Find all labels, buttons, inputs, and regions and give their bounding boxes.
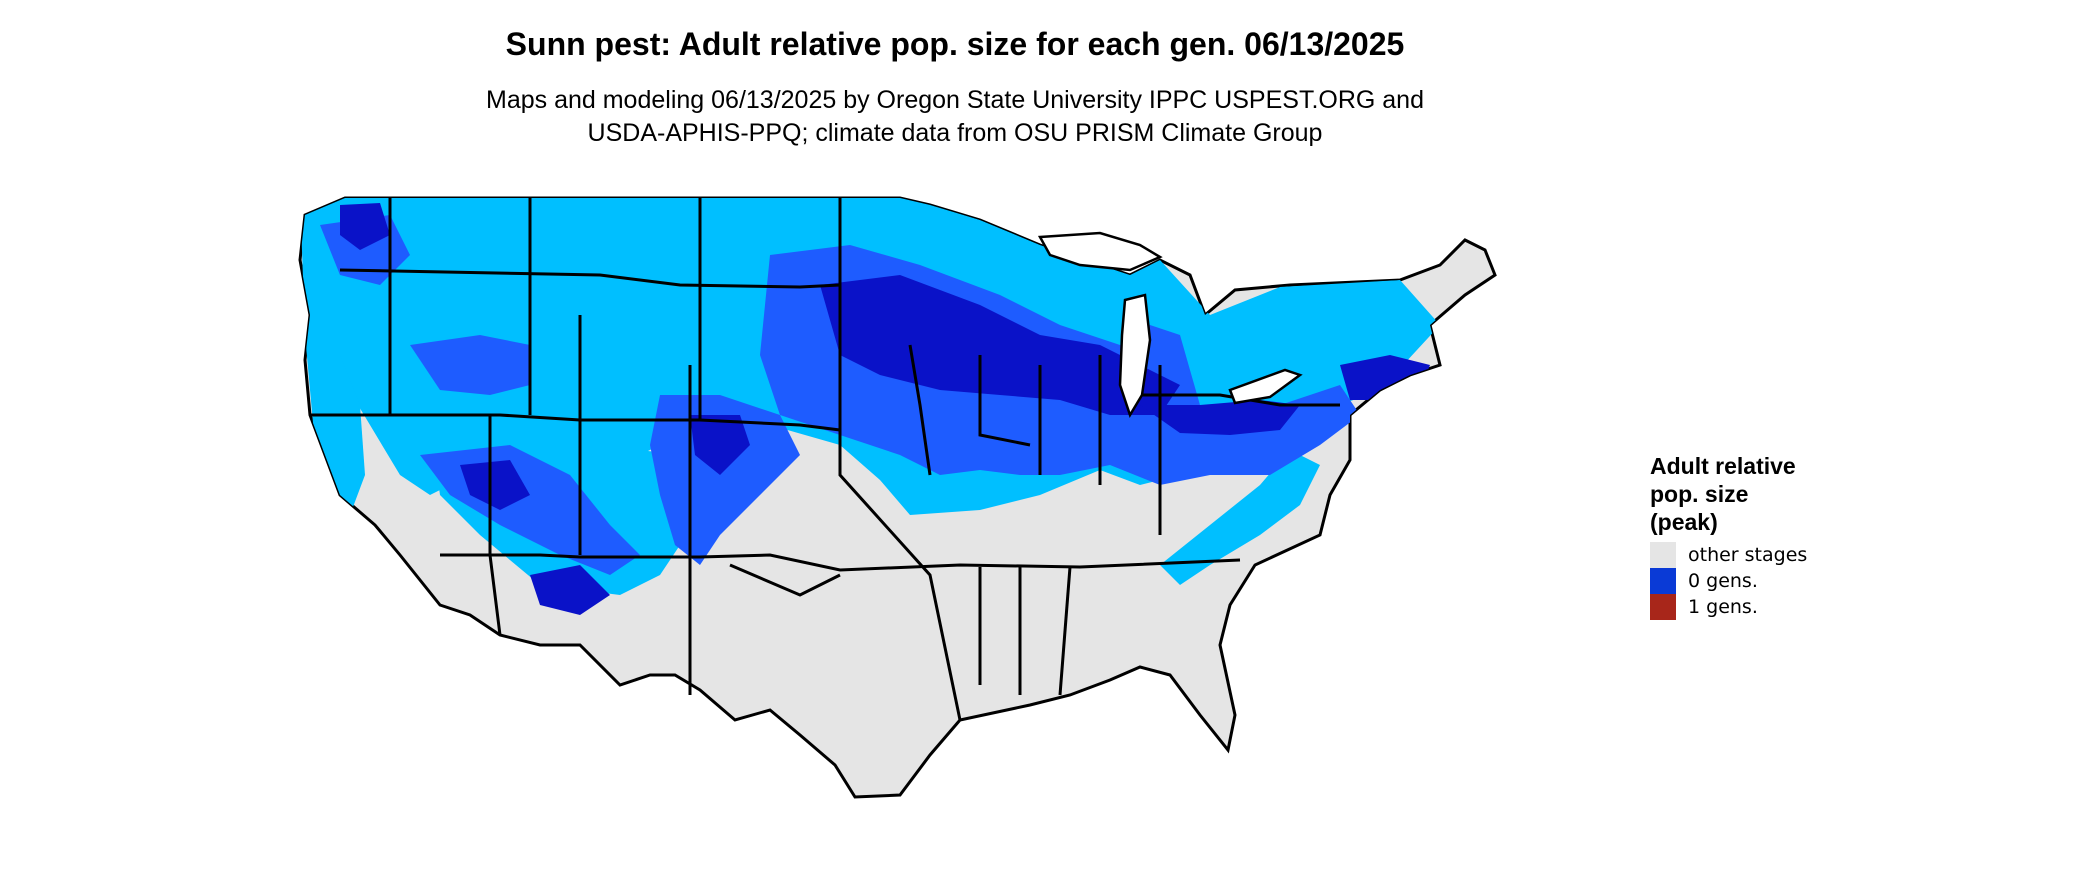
great-lakes [1037, 231, 1303, 418]
boundary-ut-co [488, 415, 502, 636]
lake-michigan [1118, 293, 1152, 418]
legend-item-0-gens: 0 gens. [1650, 568, 1807, 594]
state-boundaries [310, 198, 1340, 721]
zone-dark-blue-plains [820, 275, 1180, 415]
zone-light-blue-appalachia [1160, 450, 1320, 585]
legend-title: Adult relative pop. size (peak) [1650, 452, 1807, 536]
legend-label-0-gens: 0 gens. [1688, 570, 1758, 592]
legend-item-1-gens: 1 gens. [1650, 594, 1807, 620]
lake-erie [1228, 368, 1303, 405]
legend-title-line-3: (peak) [1650, 509, 1718, 535]
zone-dark-blue-nevada [460, 460, 530, 510]
legend-label-1-gens: 1 gens. [1688, 596, 1758, 618]
zone-dark-blue-midwest [1140, 400, 1300, 435]
boundary-central-tier [310, 413, 841, 432]
map-title: Sunn pest: Adult relative pop. size for … [505, 26, 1405, 62]
zone-dark-blue-colorado [690, 415, 750, 475]
boundary-mo-il [908, 344, 932, 476]
legend-swatch-other-stages [1650, 542, 1676, 568]
legend-swatch-0-gens [1650, 568, 1676, 594]
us-map [298, 196, 1497, 799]
lake-superior [1037, 231, 1163, 272]
legend-swatch-1-gens [1650, 594, 1676, 620]
boundary-southern-tier [440, 553, 1241, 572]
legend-title-line-2: pop. size [1650, 481, 1749, 507]
legend-label-other-stages: other stages [1688, 544, 1808, 566]
boundary-southeast-east [1058, 566, 1072, 696]
zone-light-blue-west-coast [305, 335, 365, 515]
subtitle-line-2: USDA-APHIS-PPQ; climate data from OSU PR… [587, 119, 1323, 147]
zone-medium-blue-great-basin [410, 335, 530, 395]
boundary-ks-mo [838, 198, 962, 721]
zone-dark-blue-new-mexico [530, 565, 610, 615]
legend-item-other-stages: other stages [1650, 542, 1807, 568]
map-subtitle: Maps and modeling 06/13/2025 by Oregon S… [0, 84, 1910, 150]
zone-dark-blue-montana [340, 203, 390, 250]
subtitle-line-1: Maps and modeling 06/13/2025 by Oregon S… [486, 86, 1424, 114]
boundary-north-tier [339, 268, 841, 289]
legend-title-line-1: Adult relative [1650, 453, 1796, 479]
boundary-great-lakes [978, 355, 1031, 447]
boundary-texas-north [729, 563, 841, 597]
map-legend: Adult relative pop. size (peak) other st… [1650, 452, 1807, 620]
zone-medium-blue-rockies [650, 395, 800, 565]
